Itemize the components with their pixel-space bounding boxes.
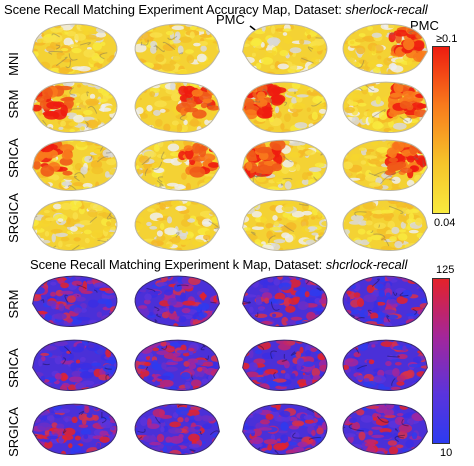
row-label-srica: SRICA: [6, 138, 21, 178]
row-label-k-srica: SRICA: [6, 348, 21, 388]
row-label-srgica: SRGICA: [6, 193, 21, 243]
accuracy-brain-r2-c0: [32, 139, 118, 192]
row-label-srm: SRM: [6, 89, 21, 119]
k-colorbar-min: 10: [440, 447, 453, 459]
accuracy-brain-r0-c3: [342, 23, 428, 76]
accuracy-dataset-name: sherlock-recall: [345, 2, 428, 17]
k-brain-r1-c1: [134, 339, 220, 392]
accuracy-brain-r3-c0: [32, 199, 118, 252]
accuracy-panel-title: Scene Recall Matching Experiment Accurac…: [4, 2, 428, 17]
k-brain-r2-c2: [242, 403, 328, 456]
accuracy-colorbar-max: ≥0.1: [436, 33, 458, 45]
k-brain-r2-c3: [342, 403, 428, 456]
k-brain-r2-c0: [32, 403, 118, 456]
accuracy-brain-r0-c0: [32, 23, 118, 76]
pmc-label-left: PMC: [216, 12, 245, 27]
accuracy-brain-r2-c1: [134, 139, 220, 192]
k-brain-r0-c3: [342, 275, 428, 328]
k-brain-r1-c2: [242, 339, 328, 392]
accuracy-brain-r1-c3: [342, 81, 428, 134]
accuracy-brain-r3-c3: [342, 199, 428, 252]
accuracy-brain-r3-c1: [134, 199, 220, 252]
row-label-k-srm: SRM: [6, 289, 21, 319]
k-brain-r1-c0: [32, 339, 118, 392]
k-dataset-name: shcrlock-recall: [325, 257, 408, 272]
k-brain-r0-c0: [32, 275, 118, 328]
accuracy-brain-r0-c2: [242, 23, 328, 76]
accuracy-brain-r1-c2: [242, 81, 328, 134]
k-colorbar: [432, 278, 450, 444]
accuracy-brain-r1-c0: [32, 81, 118, 134]
accuracy-brain-r1-c1: [134, 81, 220, 134]
row-label-k-srgica: SRGICA: [6, 407, 21, 457]
accuracy-brain-r3-c2: [242, 199, 328, 252]
k-colorbar-max: 125: [436, 264, 455, 276]
k-brain-r0-c1: [134, 275, 220, 328]
pmc-label-right: PMC: [410, 18, 439, 33]
k-brain-r0-c2: [242, 275, 328, 328]
accuracy-brain-r2-c2: [242, 139, 328, 192]
k-brain-r1-c3: [342, 339, 428, 392]
accuracy-colorbar-min: 0.04: [434, 217, 456, 229]
accuracy-brain-r0-c1: [134, 23, 220, 76]
k-panel-title: Scene Recall Matching Experiment k Map, …: [30, 257, 408, 272]
accuracy-brain-r2-c3: [342, 139, 428, 192]
k-brain-r2-c1: [134, 403, 220, 456]
accuracy-colorbar: [432, 46, 450, 214]
